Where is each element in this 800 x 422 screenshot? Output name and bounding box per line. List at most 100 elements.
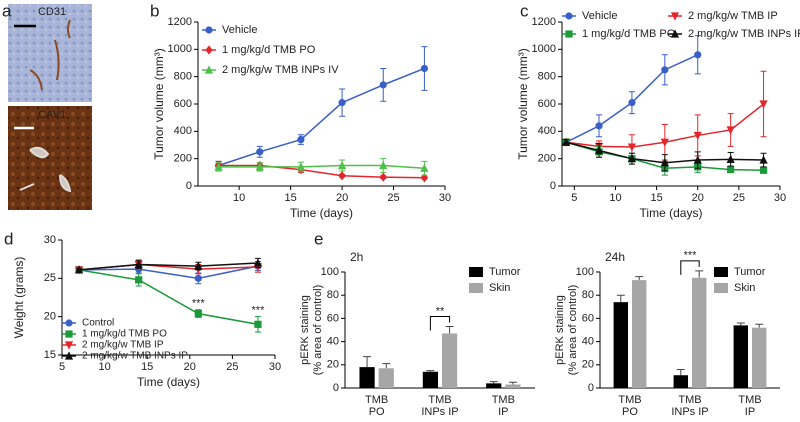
marker xyxy=(297,135,305,144)
marker xyxy=(205,26,213,34)
series-line xyxy=(78,262,258,271)
x-tick-label: TMB xyxy=(738,394,761,406)
y-tick-label: 20 xyxy=(327,359,339,371)
x-tick-label: 30 xyxy=(774,192,786,204)
y-axis-label: (% area of control) xyxy=(567,285,579,375)
legend-label: 2 mg/kg/w TMB INPs IP xyxy=(82,351,188,362)
marker xyxy=(204,65,214,74)
y-tick-label: 200 xyxy=(538,153,556,165)
bar xyxy=(673,375,688,388)
marker xyxy=(670,29,680,38)
marker xyxy=(628,99,636,107)
y-tick-label: 400 xyxy=(538,125,556,137)
x-tick-label: TMB xyxy=(428,394,451,406)
error-bar xyxy=(676,368,685,376)
y-tick-label: 600 xyxy=(538,98,556,110)
series-line xyxy=(218,67,425,167)
x-tick-label: 20 xyxy=(692,192,704,204)
x-tick-label: 20 xyxy=(336,192,348,204)
x-tick-label: TMB xyxy=(492,394,515,406)
series-line xyxy=(79,265,259,280)
x-tick-label: 5 xyxy=(571,192,577,204)
y-tick-label: 1000 xyxy=(168,43,192,55)
marker xyxy=(254,320,262,328)
legend-label: Tumor xyxy=(489,266,521,278)
legend-label: 1 mg/kg/d TMB PO xyxy=(82,329,167,340)
panel-label: c xyxy=(520,1,529,20)
panel-label: d xyxy=(4,229,13,248)
marker xyxy=(759,100,768,109)
bar xyxy=(378,368,394,388)
marker xyxy=(64,351,74,360)
legend-label: Skin xyxy=(489,282,510,294)
marker xyxy=(693,131,702,141)
x-tick-label: INPs IP xyxy=(421,406,458,418)
y-axis-label: Tumor volume (mm³) xyxy=(516,48,530,160)
x-tick-label: TMB xyxy=(678,394,701,406)
y-tick-label: 30 xyxy=(44,234,56,246)
chart-title: 24h xyxy=(605,250,625,264)
bar xyxy=(442,333,458,388)
x-tick-label: IP xyxy=(498,406,508,418)
image-label: CAV1 xyxy=(38,109,66,121)
y-tick-label: 40 xyxy=(327,336,339,348)
x-tick-label: PO xyxy=(369,406,385,418)
marker xyxy=(256,148,264,156)
y-tick-label: 600 xyxy=(174,98,192,110)
y-tick-label: 0 xyxy=(186,180,192,192)
x-tick-label: 10 xyxy=(609,192,621,204)
cd31-image xyxy=(8,4,92,102)
x-axis-label: Time (days) xyxy=(640,206,703,220)
error-bar xyxy=(616,294,625,303)
bracket xyxy=(429,316,451,331)
y-tick-label: 80 xyxy=(582,289,594,301)
annotation: *** xyxy=(252,305,266,317)
x-axis-label: Time (days) xyxy=(137,375,200,389)
marker xyxy=(194,310,202,318)
bar xyxy=(692,277,707,388)
marker xyxy=(565,30,573,38)
legend-label: 2 mg/kg/w TMB INPs IP xyxy=(688,28,800,40)
y-tick-label: 20 xyxy=(582,359,594,371)
y-tick-label: 1000 xyxy=(532,43,556,55)
marker xyxy=(660,158,669,167)
legend-label: 1 mg/kg/d TMB PO xyxy=(582,28,676,40)
x-tick-label: 10 xyxy=(98,361,110,373)
series-line xyxy=(78,269,259,326)
x-tick-label: 25 xyxy=(226,361,238,373)
error-bar xyxy=(635,276,644,281)
bracket xyxy=(680,260,700,275)
y-tick-label: 80 xyxy=(327,289,339,301)
marker xyxy=(74,265,84,274)
y-tick-label: 100 xyxy=(321,266,339,278)
panel-label: a xyxy=(2,1,12,20)
y-tick-label: 60 xyxy=(327,312,339,324)
y-axis-label: (% area of control) xyxy=(312,285,324,375)
y-tick-label: 1200 xyxy=(168,16,192,28)
bar xyxy=(613,302,628,388)
y-tick-label: 15 xyxy=(44,349,56,361)
x-axis-label: Time (days) xyxy=(290,206,353,220)
error-bar xyxy=(755,323,764,328)
x-tick-label: IP xyxy=(745,406,755,418)
x-tick-label: PO xyxy=(622,406,638,418)
marker xyxy=(194,274,202,282)
error-bar xyxy=(382,363,391,369)
x-tick-label: TMB xyxy=(618,394,641,406)
marker xyxy=(65,319,73,327)
y-tick-label: 800 xyxy=(174,71,192,83)
legend-swatch xyxy=(469,283,483,293)
marker xyxy=(338,171,346,181)
bar xyxy=(752,327,767,388)
marker xyxy=(205,45,213,55)
marker xyxy=(420,163,429,172)
y-tick-label: 0 xyxy=(550,180,556,192)
series-line xyxy=(218,164,425,169)
annotation: *** xyxy=(684,250,698,262)
y-tick-label: 20 xyxy=(44,311,56,323)
x-tick-label: 15 xyxy=(141,361,153,373)
error-bar xyxy=(695,270,704,278)
marker xyxy=(727,166,735,174)
error-bar xyxy=(445,326,454,334)
x-tick-label: 5 xyxy=(59,361,65,373)
